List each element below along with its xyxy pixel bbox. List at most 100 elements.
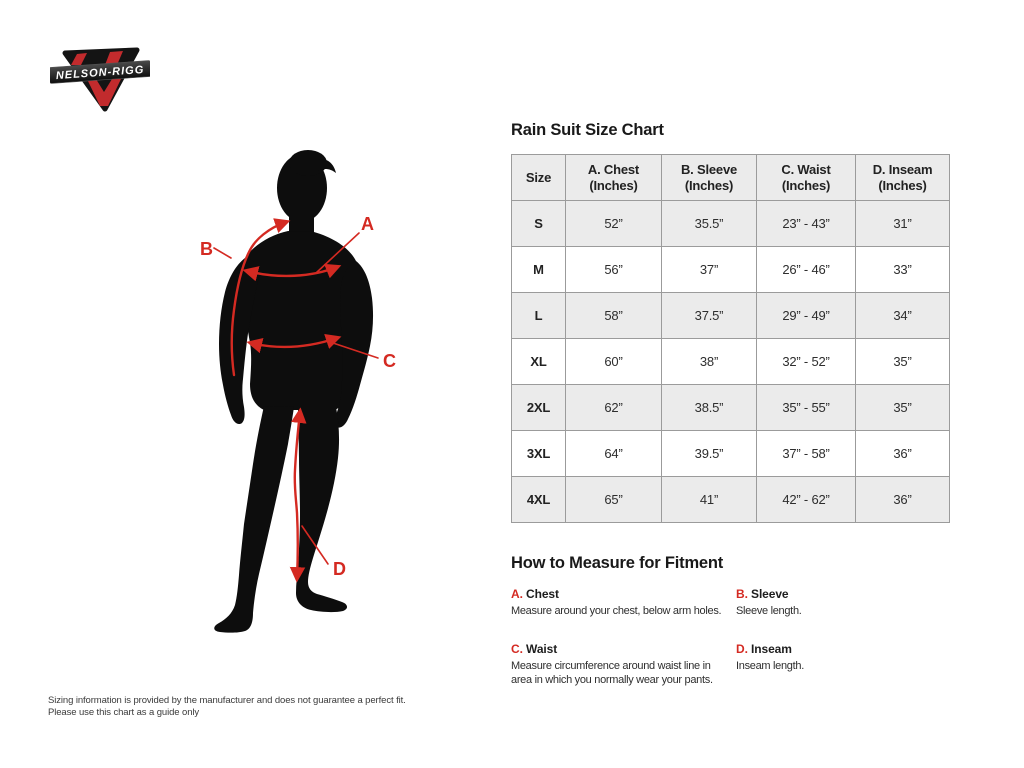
cell-chest: 56” xyxy=(565,246,662,293)
cell-waist: 42” - 62” xyxy=(756,476,856,523)
cell-sleeve: 39.5” xyxy=(661,430,757,477)
measurement-lines xyxy=(213,218,379,583)
cell-size: XL xyxy=(511,338,566,385)
sizing-disclaimer: Sizing information is provided by the ma… xyxy=(48,695,406,718)
measure-inseam-name: Inseam xyxy=(751,642,792,656)
measure-item-inseam: D. Inseam Inseam length. xyxy=(736,642,956,687)
body-silhouette-diagram: A B C D xyxy=(200,150,396,633)
table-row-3xl: 3XL 64” 39.5” 37” - 58” 36” xyxy=(511,430,950,477)
measure-inseam-letter: D. xyxy=(736,642,748,656)
measure-waist-letter: C. xyxy=(511,642,523,656)
cell-chest: 52” xyxy=(565,200,662,247)
measure-sleeve-heading: B. Sleeve xyxy=(736,587,956,601)
header-inseam: D. Inseam (Inches) xyxy=(855,154,950,201)
measure-waist-heading: C. Waist xyxy=(511,642,736,656)
disclaimer-line-1: Sizing information is provided by the ma… xyxy=(48,695,406,706)
cell-sleeve: 37” xyxy=(661,246,757,293)
measure-inseam-heading: D. Inseam xyxy=(736,642,956,656)
size-chart-title: Rain Suit Size Chart xyxy=(511,121,664,139)
cell-chest: 64” xyxy=(565,430,662,477)
header-waist: C. Waist (Inches) xyxy=(756,154,856,201)
table-row-l: L 58” 37.5” 29” - 49” 34” xyxy=(511,292,950,339)
table-row-2xl: 2XL 62” 38.5” 35” - 55” 35” xyxy=(511,384,950,431)
sleeve-measure-line xyxy=(230,218,291,377)
table-row-xl: XL 60” 38” 32” - 52” 35” xyxy=(511,338,950,385)
cell-size: 3XL xyxy=(511,430,566,477)
cell-chest: 65” xyxy=(565,476,662,523)
how-to-measure-section: How to Measure for Fitment A. Chest Meas… xyxy=(511,554,956,687)
header-size: Size xyxy=(511,154,566,201)
logo-stripe-left xyxy=(71,53,87,65)
chest-measure-line xyxy=(242,263,342,282)
measure-item-sleeve: B. Sleeve Sleeve length. xyxy=(736,587,956,618)
label-a-chest: A xyxy=(361,214,374,234)
cell-inseam: 35” xyxy=(855,384,950,431)
header-waist-label: C. Waist xyxy=(781,161,831,177)
cell-chest: 62” xyxy=(565,384,662,431)
cell-chest: 58” xyxy=(565,292,662,339)
size-chart-section: Rain Suit Size Chart Size A. Chest (Inche… xyxy=(511,121,951,523)
measurement-figure: A B C D xyxy=(150,118,450,670)
cell-waist: 32” - 52” xyxy=(756,338,856,385)
header-inseam-sub: (Inches) xyxy=(878,177,927,193)
cell-sleeve: 41” xyxy=(661,476,757,523)
cell-waist: 35” - 55” xyxy=(756,384,856,431)
measure-sleeve-name: Sleeve xyxy=(751,587,789,601)
cell-size: 4XL xyxy=(511,476,566,523)
cell-waist: 29” - 49” xyxy=(756,292,856,339)
body-silhouette xyxy=(214,150,374,633)
header-chest: A. Chest (Inches) xyxy=(565,154,662,201)
label-c-waist: C xyxy=(383,351,396,371)
cell-waist: 26” - 46” xyxy=(756,246,856,293)
cell-inseam: 36” xyxy=(855,430,950,477)
measure-item-chest: A. Chest Measure around your chest, belo… xyxy=(511,587,736,618)
header-waist-sub: (Inches) xyxy=(781,177,831,193)
cell-inseam: 33” xyxy=(855,246,950,293)
measure-waist-description: Measure circumference around waist line … xyxy=(511,660,713,686)
measure-sleeve-letter: B. xyxy=(736,587,748,601)
nelson-rigg-logo: NELSON-RIGG xyxy=(48,46,152,116)
measure-chest-name: Chest xyxy=(526,587,559,601)
how-to-measure-title: How to Measure for Fitment xyxy=(511,554,724,572)
cell-inseam: 34” xyxy=(855,292,950,339)
measure-chest-description: Measure around your chest, below arm hol… xyxy=(511,605,722,617)
measure-chest-heading: A. Chest xyxy=(511,587,736,601)
logo-red-v xyxy=(87,79,121,106)
header-sleeve: B. Sleeve (Inches) xyxy=(661,154,757,201)
logo-banner: NELSON-RIGG xyxy=(48,60,152,84)
header-sleeve-sub: (Inches) xyxy=(684,177,734,193)
cell-sleeve: 37.5” xyxy=(661,292,757,339)
cell-sleeve: 35.5” xyxy=(661,200,757,247)
measure-sleeve-description: Sleeve length. xyxy=(736,605,802,617)
label-d-inseam: D xyxy=(333,559,346,579)
header-sleeve-label: B. Sleeve xyxy=(680,161,737,177)
sleeve-pointer-line xyxy=(213,247,232,259)
inseam-measure-line xyxy=(289,407,307,583)
table-row-s: S 52” 35.5” 23” - 43” 31” xyxy=(511,200,950,247)
waist-measure-line xyxy=(246,334,342,354)
cell-size: 2XL xyxy=(511,384,566,431)
cell-size: S xyxy=(511,200,566,247)
label-b-sleeve: B xyxy=(200,239,213,259)
cell-waist: 23” - 43” xyxy=(756,200,856,247)
header-size-label: Size xyxy=(525,169,552,185)
cell-inseam: 35” xyxy=(855,338,950,385)
waist-pointer-line xyxy=(329,341,379,359)
header-inseam-label: D. Inseam xyxy=(872,161,933,177)
cell-sleeve: 38” xyxy=(661,338,757,385)
table-row-m: M 56” 37” 26” - 46” 33” xyxy=(511,246,950,293)
measure-item-waist: C. Waist Measure circumference around wa… xyxy=(511,642,736,687)
cell-size: L xyxy=(511,292,566,339)
table-header-row: Size A. Chest (Inches) B. Sleeve (Inches) … xyxy=(511,154,950,201)
measure-chest-letter: A. xyxy=(511,587,523,601)
header-chest-label: A. Chest xyxy=(587,161,640,177)
cell-waist: 37” - 58” xyxy=(756,430,856,477)
logo-graphic: NELSON-RIGG xyxy=(48,47,152,112)
chest-pointer-line xyxy=(315,232,360,274)
table-row-4xl: 4XL 65” 41” 42” - 62” 36” xyxy=(511,476,950,523)
cell-chest: 60” xyxy=(565,338,662,385)
measure-waist-name: Waist xyxy=(526,642,558,656)
size-chart-table: Size A. Chest (Inches) B. Sleeve (Inches) … xyxy=(511,154,950,523)
logo-stripe-right xyxy=(105,51,123,65)
inseam-pointer-line xyxy=(301,525,329,565)
